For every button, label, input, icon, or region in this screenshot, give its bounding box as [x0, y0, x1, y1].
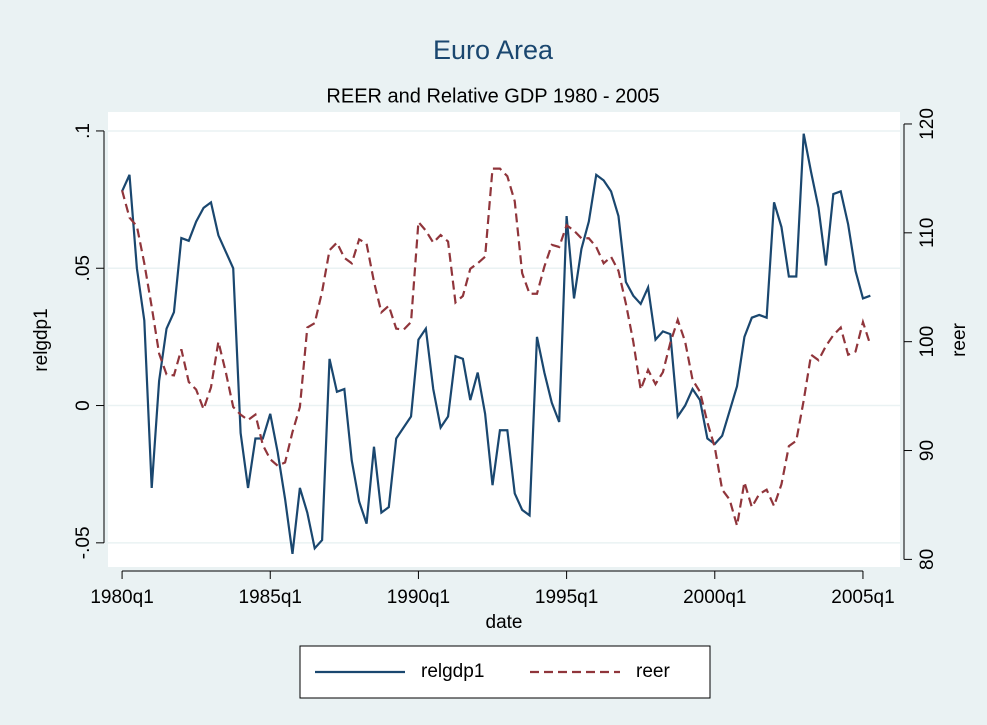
chart-subtitle: REER and Relative GDP 1980 - 2005 — [326, 85, 659, 107]
y-tick-label: -.05 — [73, 526, 94, 559]
line-series — [121, 133, 871, 554]
x-axis-label: date — [486, 612, 523, 633]
y-tick-label: .1 — [73, 123, 94, 139]
y2-tick-label: 110 — [917, 218, 938, 248]
y2-tick-label: 80 — [917, 549, 938, 570]
y-tick-label: 0 — [73, 400, 94, 411]
legend-label: relgdp1 — [421, 661, 484, 682]
y2-tick-label: 90 — [917, 440, 938, 461]
y-tick-label: .05 — [73, 255, 94, 281]
y2-tick-label: 100 — [917, 326, 938, 358]
y-axis-label: relgdp1 — [31, 308, 52, 371]
x-tick-label: 2005q1 — [831, 587, 894, 608]
line-series — [121, 167, 872, 526]
chart-title: Euro Area — [433, 35, 554, 65]
y2-axis-label: reer — [949, 322, 970, 356]
x-tick-label: 2000q1 — [683, 587, 746, 608]
x-tick-label: 1985q1 — [239, 587, 302, 608]
x-tick-label: 1995q1 — [535, 587, 598, 608]
y2-tick-label: 120 — [917, 108, 938, 140]
legend-label: reer — [636, 661, 670, 682]
plot-area — [108, 112, 900, 567]
x-tick-label: 1990q1 — [387, 587, 450, 608]
x-tick-label: 1980q1 — [90, 587, 153, 608]
